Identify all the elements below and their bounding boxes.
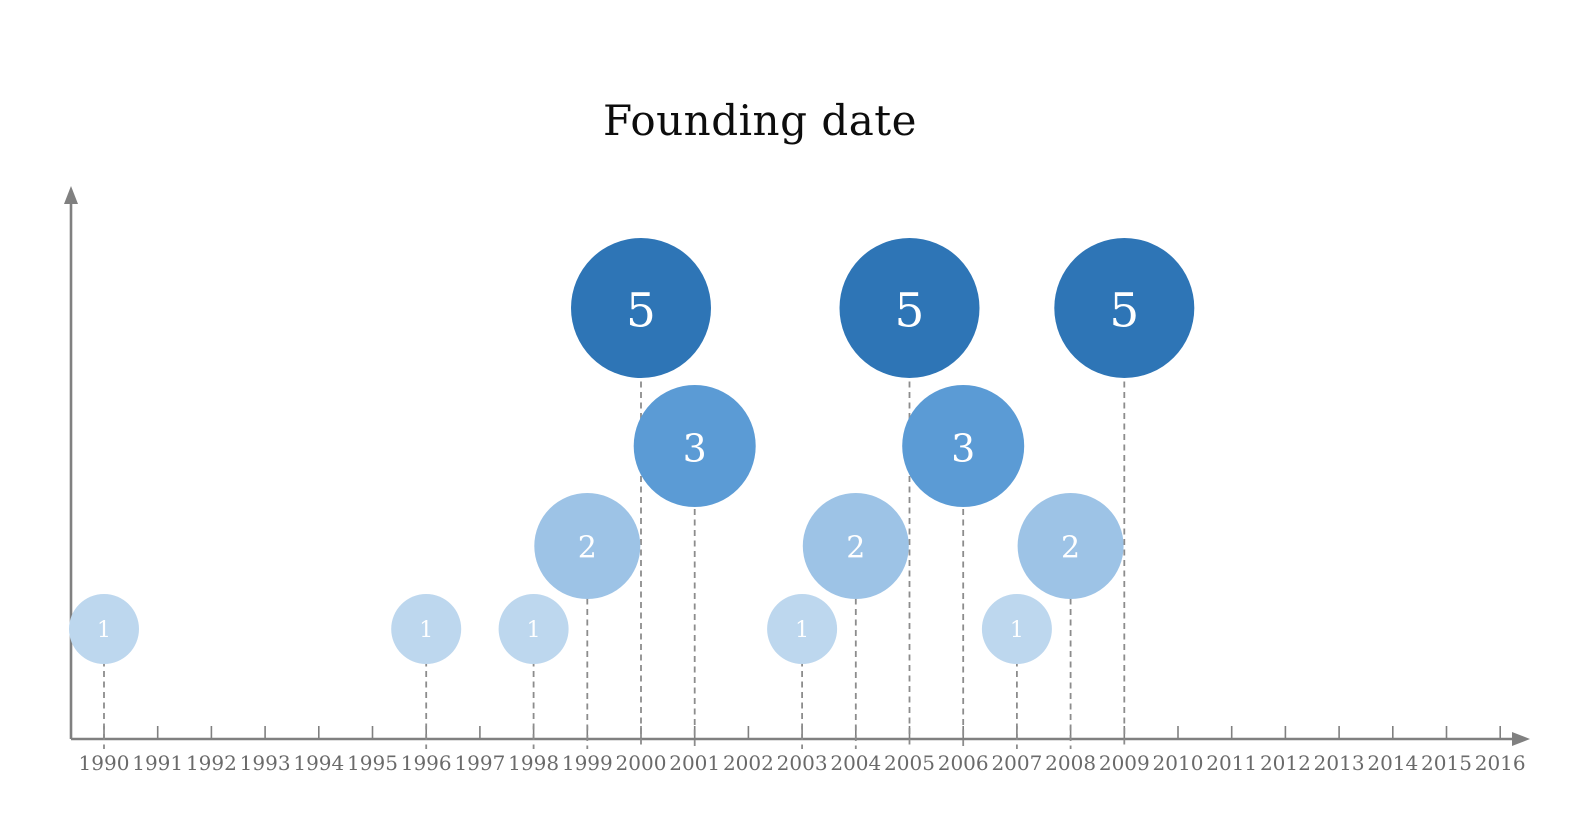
bubble-2007: 1 (981, 594, 1052, 664)
x-axis-tick-label: 1994 (293, 751, 344, 775)
x-axis-tick-label: 2016 (1475, 751, 1526, 775)
bubble-label: 3 (951, 426, 975, 470)
bubble-label: 2 (1061, 530, 1080, 565)
x-axis-tick-label: 2000 (616, 751, 667, 775)
bubble-label: 1 (419, 618, 433, 643)
bubble-2003: 1 (767, 594, 838, 664)
x-axis-tick-label: 2002 (723, 751, 774, 775)
bubble-label: 2 (578, 530, 597, 565)
y-axis-arrow-icon (64, 186, 78, 204)
x-axis-tick-label: 2013 (1314, 751, 1365, 775)
bubble-circle (498, 594, 569, 664)
bubble-2004: 2 (802, 493, 909, 599)
bubble-circle (534, 493, 641, 599)
x-axis-tick-label: 2004 (830, 751, 881, 775)
bubble-2006: 3 (902, 385, 1025, 507)
x-axis-tick-label: 1998 (508, 751, 559, 775)
bubble-label: 5 (626, 283, 656, 338)
bubble-label: 1 (527, 618, 541, 643)
bubble-circle (633, 385, 756, 507)
x-axis-arrow-icon (1512, 732, 1530, 746)
x-axis-tick-label: 2015 (1421, 751, 1472, 775)
x-axis-tick-label: 2008 (1045, 751, 1096, 775)
bubble-1999: 2 (534, 493, 641, 599)
bubble-circle (839, 238, 980, 378)
bubble-label: 1 (1010, 618, 1024, 643)
x-axis-tick-label: 1995 (347, 751, 398, 775)
x-axis-tick-label: 1990 (79, 751, 130, 775)
bubble-circle (391, 594, 462, 664)
x-axis-tick-label: 1996 (401, 751, 452, 775)
x-axis-tick-label: 1999 (562, 751, 613, 775)
bubble-label: 5 (1109, 283, 1139, 338)
x-axis-tick-label: 2009 (1099, 751, 1150, 775)
bubble-label: 5 (895, 283, 925, 338)
x-axis-tick-label: 1993 (240, 751, 291, 775)
bubble-circle (767, 594, 838, 664)
x-axis-tick-label: 2014 (1367, 751, 1418, 775)
x-axis-tick-label: 2011 (1206, 751, 1257, 775)
x-axis-tick-label: 2007 (991, 751, 1042, 775)
bubble-1998: 1 (498, 594, 569, 664)
bubble-circle (571, 238, 711, 378)
x-axis-tick-label: 1997 (454, 751, 505, 775)
x-axis-tick-label: 1992 (186, 751, 237, 775)
bubble-label: 1 (97, 618, 111, 643)
bubble-2008: 2 (1017, 493, 1124, 599)
bubble-2001: 3 (633, 385, 756, 507)
bubble-label: 2 (846, 530, 865, 565)
x-axis-tick-label: 2003 (777, 751, 828, 775)
bubble-circle (1017, 493, 1124, 599)
bubble-1990: 1 (69, 594, 139, 664)
x-axis-tick-label: 2005 (884, 751, 935, 775)
bubble-circle (902, 385, 1025, 507)
x-axis-tick-label: 2001 (669, 751, 720, 775)
bubble-circle (1054, 238, 1195, 378)
x-axis-tick-label: 2012 (1260, 751, 1311, 775)
bubble-1996: 1 (391, 594, 462, 664)
x-axis-tick-label: 1991 (132, 751, 183, 775)
x-axis-tick-label: 2006 (938, 751, 989, 775)
bubble-label: 3 (683, 426, 707, 470)
bubble-circle (981, 594, 1052, 664)
bubble-2005: 5 (839, 238, 980, 378)
chart-title: Founding date (603, 96, 917, 145)
bubble-2000: 5 (571, 238, 711, 378)
bubble-circle (802, 493, 909, 599)
bubble-circle (69, 594, 139, 664)
bubble-label: 1 (795, 618, 809, 643)
bubble-2009: 5 (1054, 238, 1195, 378)
x-axis-tick-label: 2010 (1153, 751, 1204, 775)
